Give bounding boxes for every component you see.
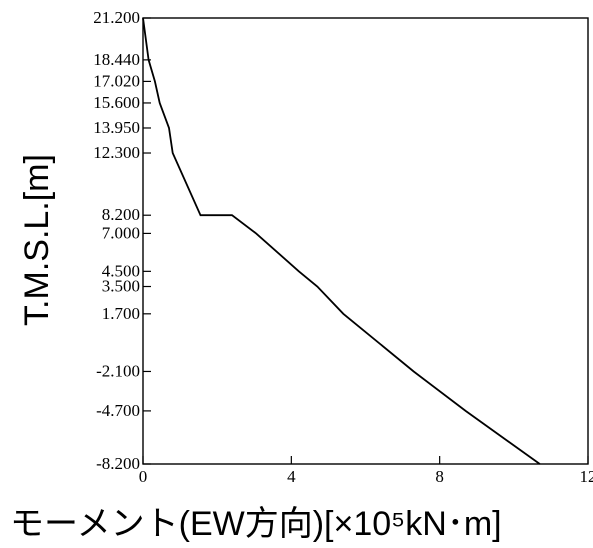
y-tick-label: 1.700 — [102, 304, 140, 323]
y-tick-label: 8.200 — [102, 205, 140, 224]
y-tick-label: 17.020 — [93, 71, 140, 90]
x-tick-label: 4 — [287, 467, 296, 486]
y-axis-title: T.M.S.L.[m] — [18, 154, 56, 326]
moment-profile-line — [142, 17, 541, 465]
y-tick-label: 3.500 — [102, 277, 140, 296]
y-tick-label: 12.300 — [93, 143, 140, 162]
y-tick-label: 15.600 — [93, 93, 140, 112]
x-tick-label: 8 — [435, 467, 444, 486]
x-tick-label: 12 — [580, 467, 593, 486]
y-tick-label: 7.000 — [102, 223, 140, 242]
y-tick-label: 4.500 — [102, 261, 140, 280]
y-tick-label: -4.700 — [96, 401, 140, 420]
x-tick-label: 0 — [139, 467, 148, 486]
plot-frame — [142, 17, 589, 465]
y-tick-label: -2.100 — [96, 361, 140, 380]
y-tick-label: 18.440 — [93, 50, 140, 69]
y-tick-label: -8.200 — [96, 454, 140, 473]
x-axis-title: モーメント(EW方向)[×10⁵kN･m] — [10, 505, 502, 543]
x-axis-ticks: 0 4 8 12 — [139, 456, 593, 486]
y-axis-ticks: 21.200 18.440 17.020 15.600 13.950 12.300 8.20… — [93, 8, 151, 473]
y-tick-label: 13.950 — [93, 118, 140, 137]
y-tick-label: 21.200 — [93, 8, 140, 27]
